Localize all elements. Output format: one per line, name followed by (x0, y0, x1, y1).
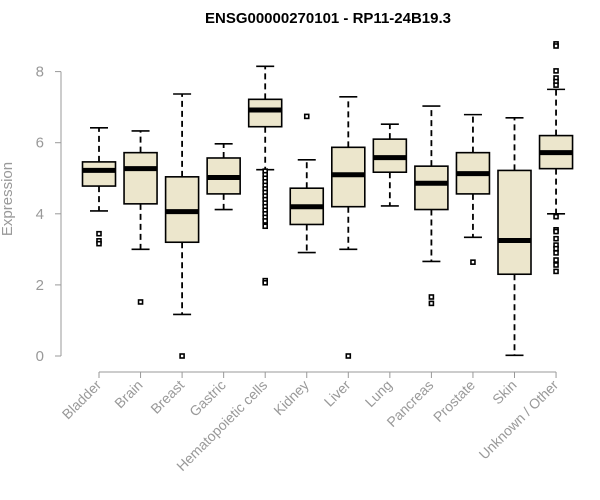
box-group (414, 105, 449, 307)
outlier-point (553, 257, 559, 263)
box-group (289, 113, 325, 254)
y-tick-label: 0 (36, 348, 44, 365)
outlier-point (553, 68, 559, 74)
chart-title: ENSG00000270101 - RP11-24B19.3 (205, 10, 451, 27)
outlier-point (345, 353, 352, 359)
x-tick-label: Prostate (430, 377, 478, 425)
box-group (123, 130, 158, 305)
boxes-group (81, 41, 574, 359)
box-iqr (414, 165, 449, 211)
y-tick-label: 6 (36, 135, 44, 152)
outlier-point (262, 279, 269, 286)
outlier-point (137, 299, 144, 305)
x-tick-label: Lung (362, 377, 395, 410)
x-tick-label: Breast (147, 377, 187, 417)
outlier-point (470, 259, 476, 265)
box-group (206, 142, 241, 211)
y-axis: 0 2 4 6 8 (36, 64, 62, 365)
outlier-point (428, 294, 435, 300)
y-tick-label: 4 (36, 206, 44, 223)
outlier-point (179, 353, 185, 359)
outlier-point (96, 230, 102, 237)
outlier-point (553, 268, 559, 275)
box-group (455, 113, 491, 265)
outlier-point (553, 82, 559, 88)
outlier-point (553, 262, 559, 268)
box-iqr (497, 169, 532, 276)
box-group (538, 41, 574, 275)
box-iqr (123, 151, 158, 205)
outlier-point (553, 250, 559, 256)
box-group (497, 117, 532, 357)
y-tick-label: 8 (36, 64, 44, 81)
x-tick-label: Kidney (270, 377, 312, 419)
box-group (372, 123, 408, 207)
y-tick-label: 2 (36, 277, 44, 294)
box-iqr (247, 98, 283, 128)
x-tick-label: Bladder (59, 377, 105, 423)
x-tick-label: Liver (321, 377, 354, 410)
outlier-point (553, 245, 559, 252)
outlier-point (96, 240, 102, 247)
outlier-point (428, 300, 435, 307)
outlier-point (303, 113, 310, 120)
outlier-point (262, 223, 269, 230)
box-group (330, 96, 366, 359)
outlier-point (553, 213, 559, 220)
x-tick-label: Unknown / Other (476, 377, 562, 463)
x-tick-label: Skin (489, 377, 520, 408)
x-tick-label: Brain (111, 377, 145, 411)
outlier-point (553, 235, 559, 242)
box-iqr (81, 161, 117, 187)
outlier-point (553, 228, 559, 235)
outlier-point (262, 218, 269, 224)
box-group (247, 65, 283, 286)
box-group (81, 126, 117, 247)
outlier-point (553, 43, 559, 49)
y-axis-label: Expression (0, 162, 16, 236)
box-group (164, 93, 200, 359)
